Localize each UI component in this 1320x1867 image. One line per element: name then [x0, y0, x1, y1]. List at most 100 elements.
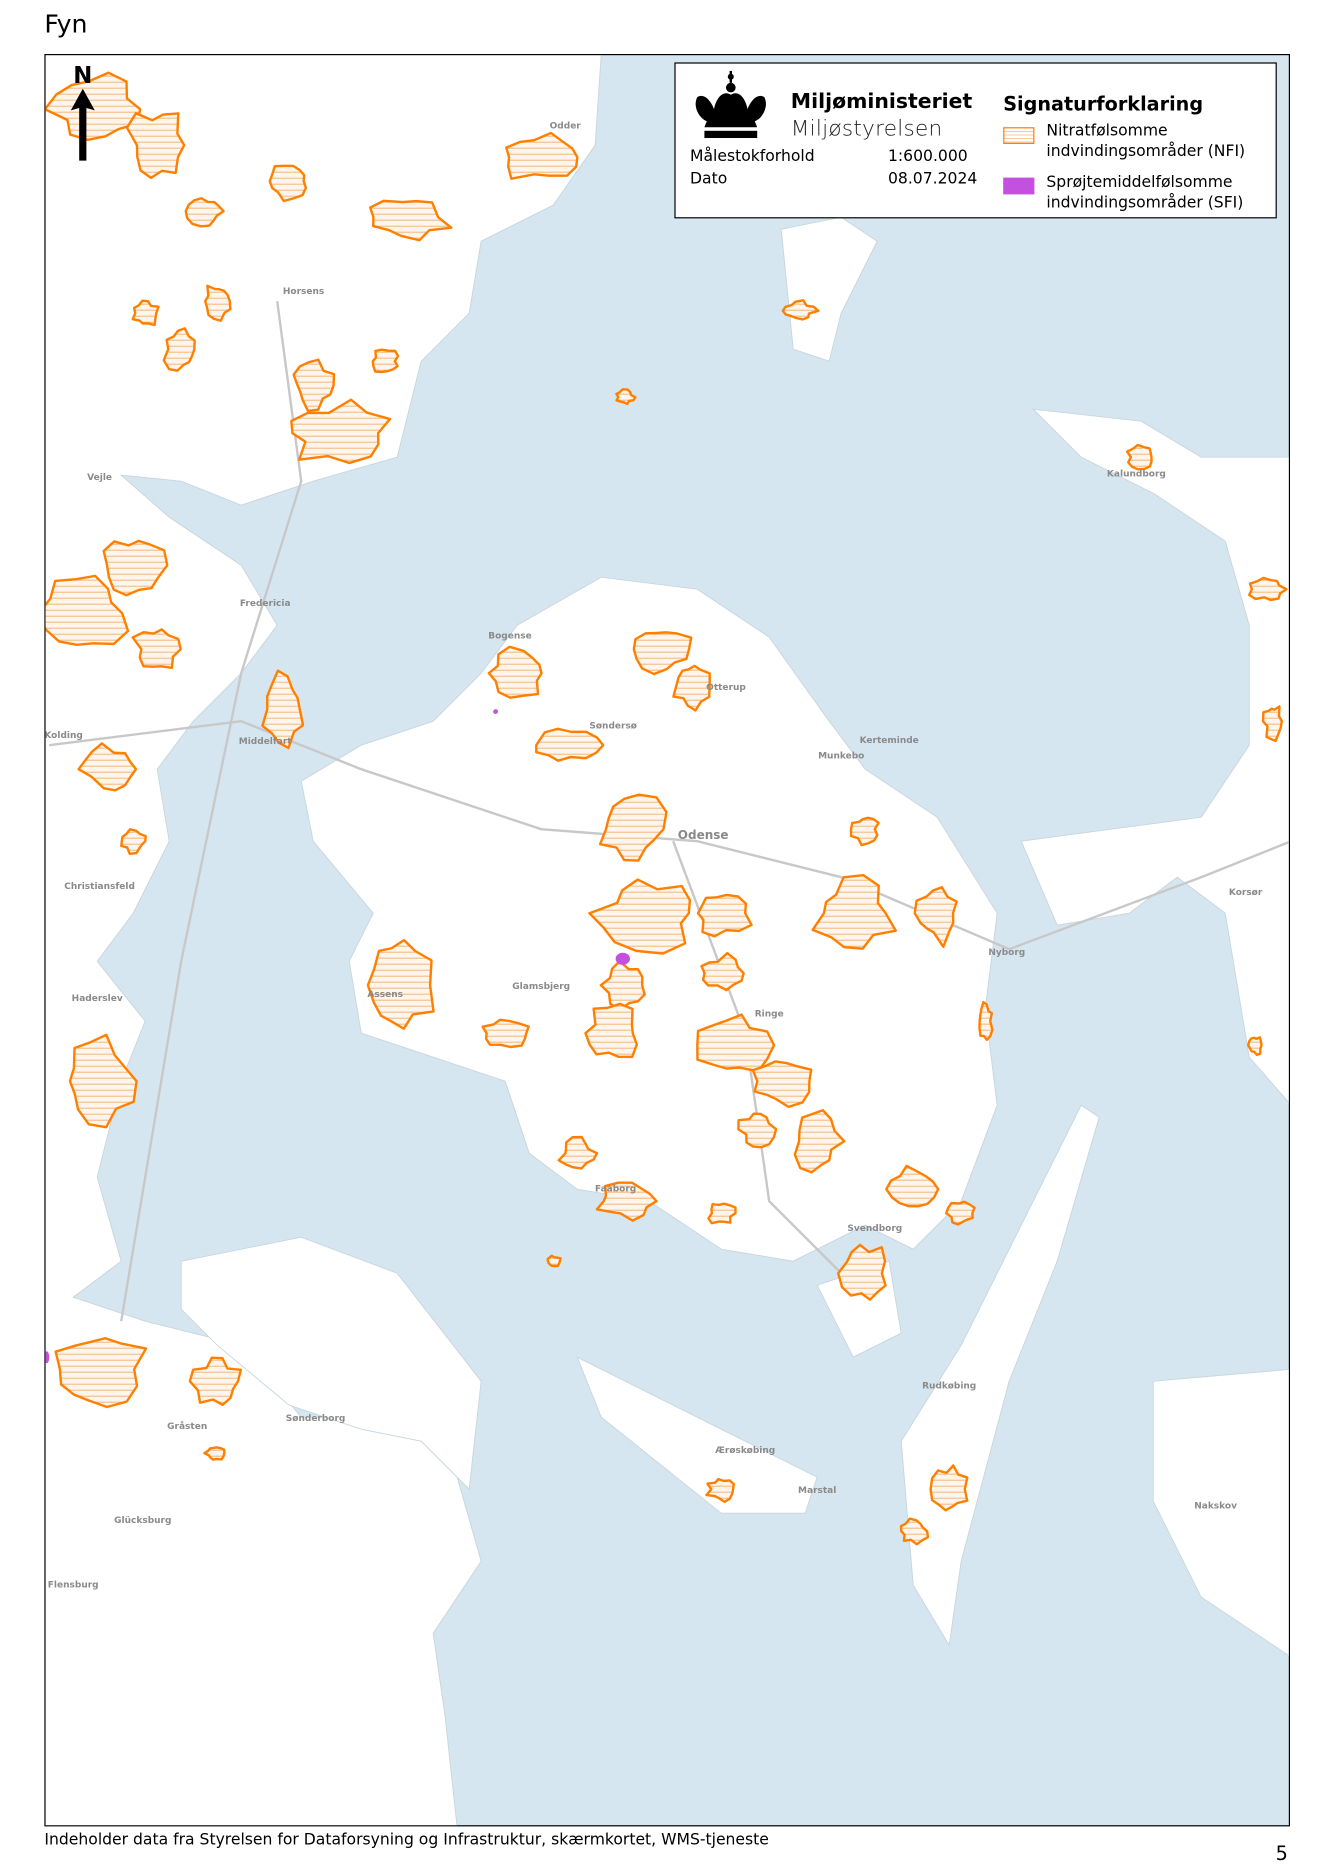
data-source-footer: Indeholder data fra Styrelsen for Datafo… [44, 1831, 769, 1850]
land-aeroe [576, 1356, 818, 1514]
crown-logo-icon [695, 70, 766, 138]
nfi-area [696, 893, 753, 938]
nfi-area [793, 1109, 846, 1174]
nfi-area [292, 358, 336, 413]
nfi-areas-layer [45, 71, 1288, 1546]
place-label: Nyborg [988, 948, 1025, 958]
place-label: Sønderborg [286, 1414, 346, 1424]
place-label: Middelfart [239, 737, 293, 747]
nfi-area [487, 645, 543, 699]
sfi-swatch [1003, 177, 1035, 195]
nfi-area [837, 1243, 887, 1301]
place-label: Rudkøbing [922, 1381, 976, 1391]
nfi-area [68, 1033, 138, 1129]
place-label: Bogense [488, 631, 531, 641]
nfi-area [595, 1181, 658, 1222]
place-label: Gråsten [167, 1421, 207, 1432]
nfi-area [885, 1164, 940, 1208]
land-langeland [900, 1104, 1100, 1647]
nfi-area [535, 727, 605, 762]
place-label: Vejle [87, 473, 112, 483]
nfi-area [54, 1337, 148, 1409]
sfi-areas-layer [45, 709, 630, 1364]
nfi-area [929, 1464, 969, 1512]
nfi-area [505, 131, 579, 180]
sfi-area [493, 709, 499, 714]
legend-box: Miljøministeriet Miljøstyrelsen Målestok… [674, 62, 1277, 219]
place-label: Haderslev [72, 994, 123, 1004]
sfi-label-line2: indvindingsområder (SFI) [1046, 194, 1244, 213]
date-label: Dato [690, 170, 728, 189]
nfi-area [184, 197, 225, 228]
place-label: Odense [678, 828, 729, 842]
place-label: Christiansfeld [64, 882, 135, 892]
nfi-area [131, 299, 160, 327]
land-zealand [1020, 408, 1289, 1104]
place-labels-layer: Odense Horsens Vejle Fredericia Middelfart Ko… [46, 121, 1263, 1590]
nfi-area [672, 664, 711, 712]
nfi-area [584, 1002, 639, 1059]
nfi-area [77, 742, 138, 792]
map-title: Fyn [44, 9, 88, 39]
organization-name: Miljøministeriet [790, 90, 973, 115]
sfi-legend-label: Sprøjtemiddelfølsomme indvindingsområder… [1046, 173, 1243, 214]
legend-heading: Signaturforklaring [1003, 92, 1204, 116]
nfi-area [632, 631, 693, 676]
place-label: Korsør [1229, 888, 1263, 898]
map-frame[interactable]: Odense Horsens Vejle Fredericia Middelfart Ko… [44, 54, 1290, 1827]
nfi-area [557, 1135, 599, 1170]
north-label: N [73, 62, 93, 89]
nfi-area [268, 164, 308, 203]
place-label: Flensburg [48, 1581, 99, 1591]
place-label: Assens [367, 990, 403, 1000]
sfi-area [615, 952, 630, 965]
nfi-legend-label: Nitratfølsomme indvindingsområder (NFI) [1046, 121, 1245, 162]
place-label: Glücksburg [114, 1516, 171, 1526]
nfi-area [188, 1356, 243, 1407]
place-label: Horsens [283, 287, 324, 297]
place-label: Kerteminde [860, 736, 919, 746]
place-label: Kalundborg [1107, 469, 1166, 479]
place-label: Fredericia [240, 599, 291, 609]
nfi-area [204, 284, 232, 322]
nfi-area [162, 327, 196, 372]
place-label: Ærøskøbing [715, 1446, 775, 1456]
place-label: Søndersø [589, 721, 637, 731]
nfi-area [1247, 1036, 1263, 1057]
place-label: Otterup [706, 683, 746, 693]
nfi-area [978, 1000, 994, 1042]
nfi-area [102, 539, 169, 597]
nfi-area [366, 938, 435, 1030]
nfi-area [131, 628, 182, 670]
nfi-swatch [1003, 127, 1035, 144]
nfi-area [899, 1517, 930, 1546]
nfi-area [700, 951, 745, 992]
sfi-area [45, 1351, 50, 1364]
nfi-area [481, 1018, 530, 1049]
nfi-area [588, 878, 692, 955]
nfi-area [737, 1112, 778, 1149]
land-als [180, 1236, 482, 1491]
nfi-area [290, 398, 392, 465]
place-label: Faaborg [595, 1185, 636, 1195]
nfi-area [945, 1200, 976, 1226]
date-value: 08.07.2024 [888, 170, 978, 189]
map-canvas[interactable]: Odense Horsens Vejle Fredericia Middelfart Ko… [45, 55, 1289, 1826]
nfi-area [1125, 443, 1153, 471]
nfi-label-line1: Nitratfølsomme [1046, 122, 1168, 141]
nfi-area [598, 793, 668, 862]
nfi-area [261, 669, 305, 750]
nfi-area [1248, 576, 1288, 602]
nfi-area [203, 1446, 226, 1461]
place-label: Kolding [46, 731, 83, 741]
nfi-area [913, 886, 958, 949]
place-label: Nakskov [1194, 1501, 1237, 1511]
nfi-area [45, 574, 130, 646]
place-label: Marstal [798, 1486, 836, 1496]
nfi-area [615, 388, 637, 406]
place-label: Ringe [755, 1009, 784, 1019]
scale-label: Målestokforhold [690, 147, 815, 166]
scale-value: 1:600.000 [888, 147, 968, 166]
nfi-area [599, 959, 646, 1011]
